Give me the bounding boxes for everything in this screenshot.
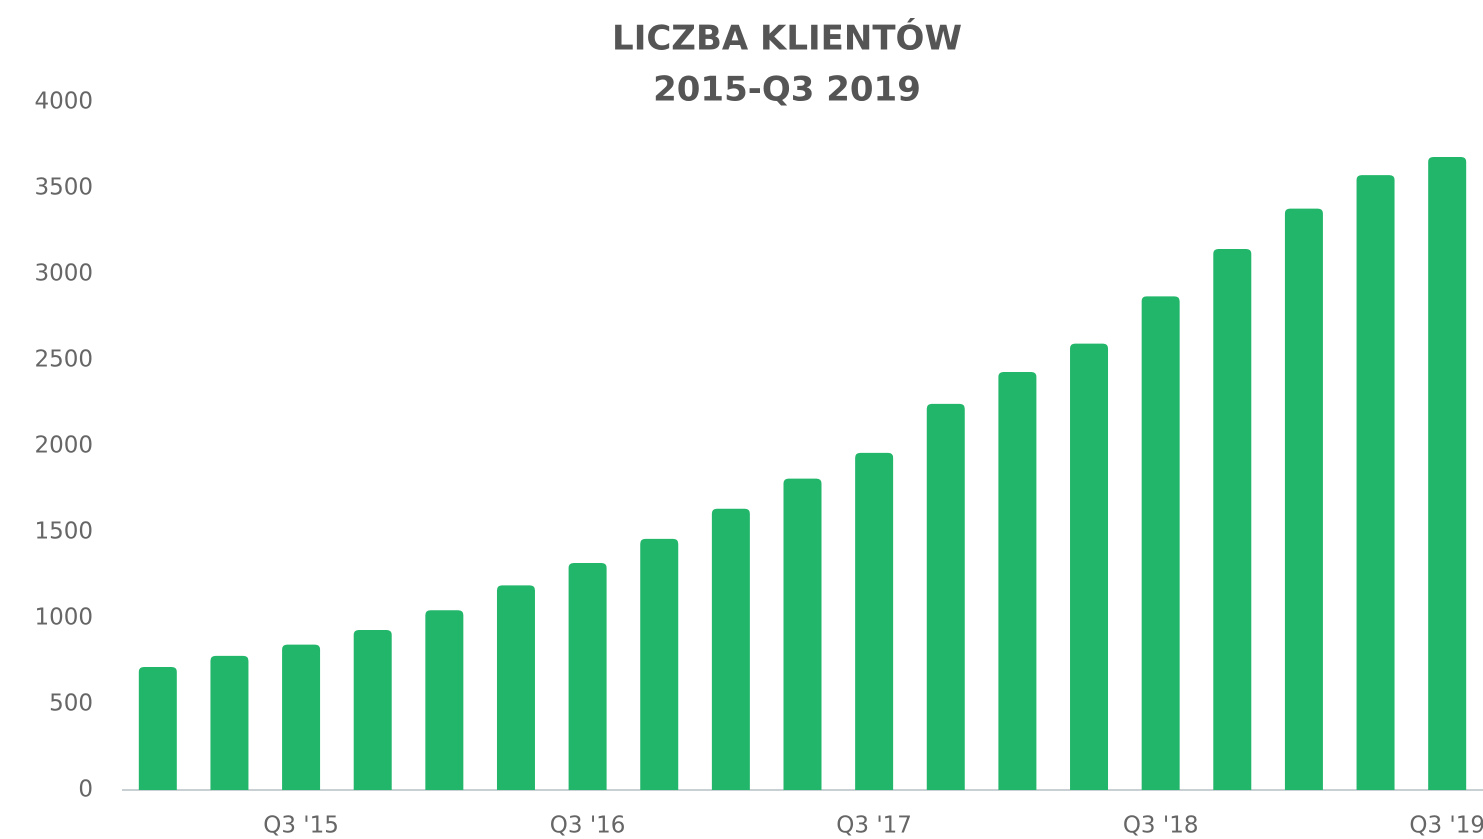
bar bbox=[210, 655, 249, 790]
bar bbox=[1284, 208, 1323, 790]
x-tick-label: Q3 '17 bbox=[836, 813, 912, 839]
bar bbox=[998, 372, 1037, 790]
y-tick-label: 500 bbox=[49, 691, 93, 717]
x-tick-label: Q3 '18 bbox=[1123, 813, 1199, 839]
chart-subtitle: 2015-Q3 2019 bbox=[653, 70, 921, 110]
bar bbox=[1356, 175, 1395, 791]
y-tick-label: 2000 bbox=[34, 433, 93, 459]
chart-title: LICZBA KLIENTÓW bbox=[612, 18, 962, 59]
x-tick-label: Q3 '16 bbox=[550, 813, 626, 839]
bar bbox=[640, 538, 679, 790]
bar bbox=[496, 585, 535, 790]
bar bbox=[568, 562, 607, 790]
bar bbox=[1070, 343, 1109, 790]
y-tick-label: 3000 bbox=[34, 261, 93, 287]
y-tick-label: 4000 bbox=[34, 89, 93, 115]
bar bbox=[1428, 157, 1467, 791]
bar bbox=[855, 452, 894, 790]
y-tick-label: 1500 bbox=[34, 519, 93, 545]
bar bbox=[425, 610, 464, 790]
x-tick-label: Q3 '19 bbox=[1409, 813, 1483, 839]
bar bbox=[138, 667, 177, 790]
bar bbox=[711, 508, 750, 790]
bar bbox=[282, 644, 321, 790]
bar bbox=[783, 478, 822, 790]
bar bbox=[1213, 249, 1252, 790]
bar bbox=[926, 403, 965, 790]
y-tick-label: 2500 bbox=[34, 347, 93, 373]
y-tick-label: 3500 bbox=[34, 175, 93, 201]
y-tick-label: 1000 bbox=[34, 605, 93, 631]
y-tick-label: 0 bbox=[78, 777, 93, 803]
bar bbox=[1141, 296, 1180, 790]
bar bbox=[353, 630, 392, 790]
x-tick-label: Q3 '15 bbox=[263, 813, 339, 839]
